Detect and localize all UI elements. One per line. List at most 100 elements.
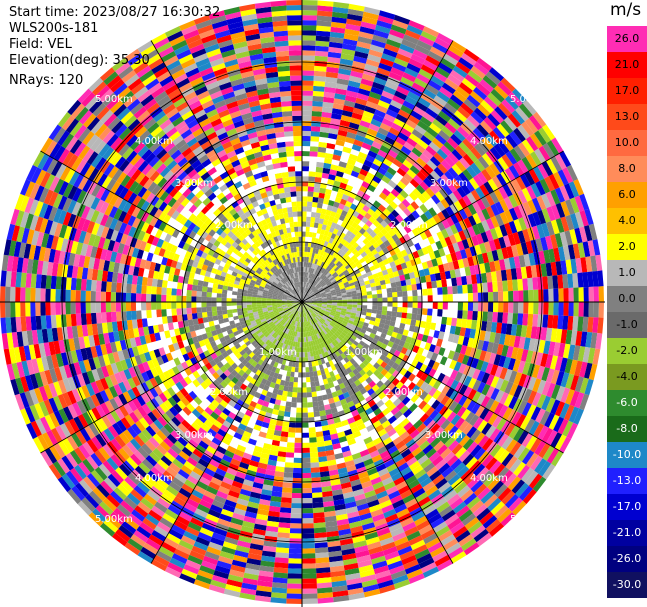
ppi-gate bbox=[460, 345, 468, 355]
ppi-gate bbox=[314, 334, 319, 340]
ppi-gate bbox=[316, 572, 331, 579]
ppi-gate bbox=[471, 319, 478, 330]
ppi-gate bbox=[167, 447, 179, 459]
ppi-gate bbox=[504, 368, 513, 382]
ppi-gate bbox=[485, 150, 498, 163]
ppi-gate bbox=[477, 140, 490, 154]
ppi-gate bbox=[294, 326, 297, 332]
ppi-gate bbox=[367, 336, 374, 343]
ppi-gate bbox=[364, 105, 376, 114]
ppi-gate bbox=[335, 330, 342, 336]
ppi-gate bbox=[525, 470, 539, 486]
ppi-gate bbox=[481, 438, 494, 451]
ppi-gate bbox=[330, 309, 336, 313]
ppi-gate bbox=[331, 280, 337, 285]
ppi-gate bbox=[331, 484, 342, 491]
ppi-gate bbox=[405, 399, 415, 409]
ppi-gate bbox=[289, 335, 293, 341]
ppi-gate bbox=[305, 226, 310, 232]
ppi-gate bbox=[493, 430, 505, 444]
ppi-gate bbox=[458, 450, 471, 463]
ppi-gate bbox=[375, 570, 391, 580]
ppi-gate bbox=[578, 302, 584, 317]
ppi-gate bbox=[428, 141, 441, 153]
ppi-gate bbox=[107, 473, 121, 488]
ppi-gate bbox=[311, 237, 316, 243]
ppi-gate bbox=[367, 96, 380, 105]
ppi-gate bbox=[469, 414, 480, 427]
ppi-gate bbox=[312, 247, 317, 254]
ppi-gate bbox=[337, 467, 348, 475]
ppi-gate bbox=[403, 216, 412, 226]
ppi-gate bbox=[183, 460, 196, 471]
ppi-gate bbox=[513, 444, 526, 459]
ppi-gate bbox=[363, 588, 381, 598]
ppi-gate bbox=[326, 273, 332, 279]
ppi-gate bbox=[455, 250, 463, 261]
ppi-gate bbox=[370, 86, 384, 96]
ppi-gate bbox=[366, 308, 373, 313]
ppi-gate bbox=[206, 485, 219, 496]
ppi-gate bbox=[509, 458, 522, 473]
ppi-gate bbox=[219, 513, 232, 523]
ppi-gate bbox=[554, 434, 567, 451]
ppi-gate bbox=[367, 298, 373, 302]
ppi-gate bbox=[304, 342, 307, 348]
ppi-gate bbox=[260, 335, 267, 342]
ppi-gate bbox=[400, 334, 408, 342]
ppi-gate bbox=[369, 366, 377, 374]
ppi-gate bbox=[171, 553, 188, 565]
ppi-gate bbox=[292, 341, 296, 347]
ppi-gate bbox=[518, 302, 524, 314]
ppi-gate bbox=[245, 375, 253, 383]
ppi-gate bbox=[416, 436, 427, 447]
ppi-gate bbox=[342, 146, 352, 154]
ppi-gate bbox=[381, 200, 390, 209]
ppi-gate bbox=[359, 340, 366, 347]
ppi-gate bbox=[305, 295, 311, 299]
ppi-gate bbox=[280, 502, 292, 509]
ppi-gate bbox=[359, 185, 368, 193]
ppi-gate bbox=[376, 365, 385, 373]
ppi-gate bbox=[562, 274, 569, 289]
ppi-gate bbox=[88, 490, 103, 505]
ppi-gate bbox=[312, 269, 317, 275]
ppi-gate bbox=[229, 424, 238, 433]
ppi-gate bbox=[180, 432, 192, 443]
ppi-gate bbox=[555, 371, 565, 386]
ppi-gate bbox=[587, 347, 596, 364]
ppi-gate bbox=[302, 432, 310, 438]
ppi-gate bbox=[302, 498, 313, 504]
ppi-gate bbox=[387, 297, 393, 302]
ppi-gate bbox=[183, 564, 200, 575]
ppi-gate bbox=[302, 110, 312, 116]
ppi-gate bbox=[540, 327, 548, 341]
ppi-gate bbox=[368, 504, 382, 513]
ppi-gate bbox=[288, 381, 294, 388]
ppi-gate bbox=[298, 357, 302, 363]
ppi-gate bbox=[388, 467, 401, 477]
ppi-gate bbox=[312, 302, 318, 304]
ppi-gate bbox=[359, 281, 366, 287]
ppi-gate bbox=[428, 451, 441, 463]
ppi-gate bbox=[380, 235, 388, 243]
ppi-gate bbox=[548, 341, 556, 356]
ppi-gate bbox=[303, 332, 306, 338]
ppi-gate bbox=[409, 272, 416, 279]
ppi-gate bbox=[214, 432, 224, 442]
ppi-gate bbox=[118, 463, 132, 477]
ppi-gate bbox=[435, 354, 443, 364]
ppi-gate bbox=[421, 261, 429, 270]
ppi-gate bbox=[492, 312, 498, 323]
ppi-gate bbox=[568, 287, 574, 302]
ppi-gate bbox=[487, 92, 502, 107]
ppi-gate bbox=[299, 306, 302, 312]
ppi-gate bbox=[575, 330, 583, 347]
ppi-gate bbox=[387, 192, 397, 201]
ppi-gate bbox=[592, 317, 599, 333]
ppi-gate bbox=[371, 384, 380, 392]
ppi-gate bbox=[237, 362, 245, 370]
ppi-gate bbox=[325, 319, 331, 325]
ppi-gate bbox=[312, 497, 323, 504]
ppi-gate bbox=[388, 127, 401, 137]
